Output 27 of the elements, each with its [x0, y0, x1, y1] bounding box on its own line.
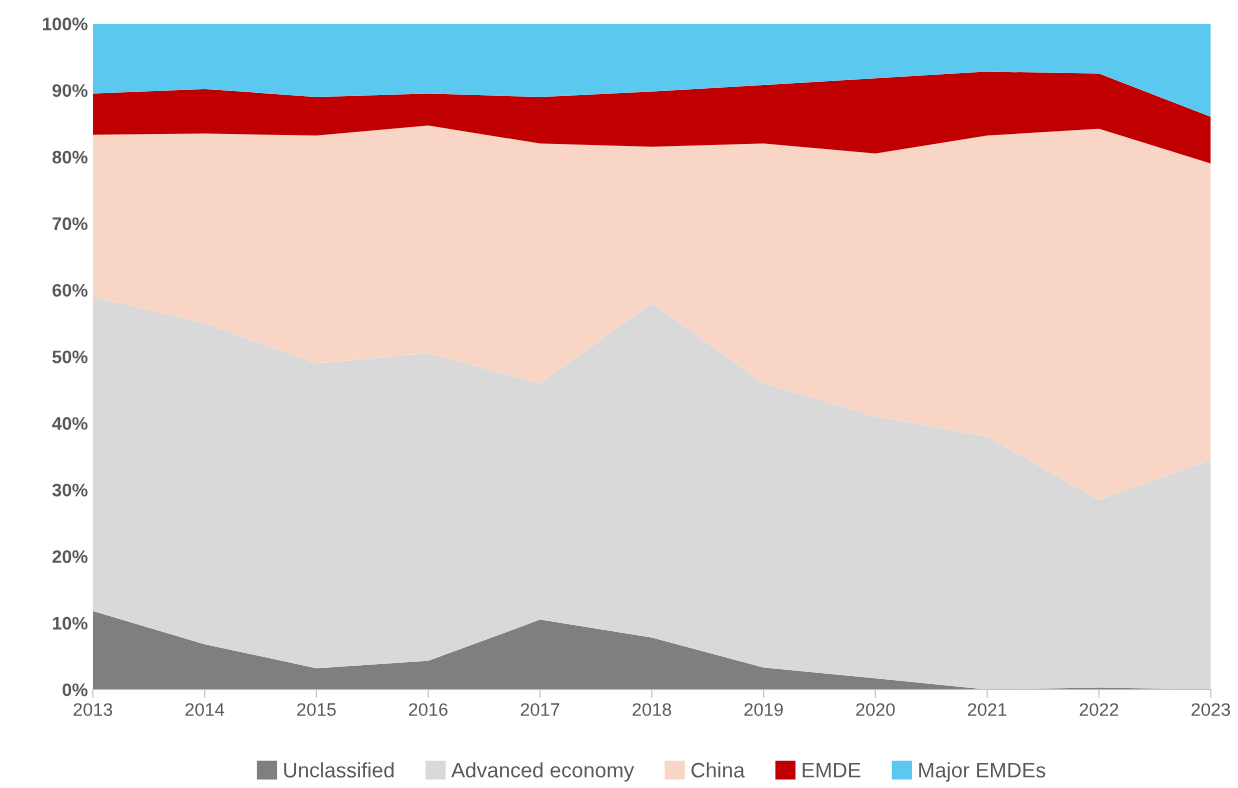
- x-tick-label: 2021: [968, 703, 1007, 716]
- x-tick-label: 2019: [744, 703, 783, 716]
- y-tick-label: 30%: [52, 483, 88, 497]
- x-tick-label: 2015: [297, 703, 336, 716]
- legend-label: Unclassified: [284, 762, 394, 778]
- x-tick-label: 2018: [632, 703, 672, 716]
- legend-label: Advanced economy: [451, 762, 635, 782]
- y-tick-label: 10%: [52, 616, 88, 630]
- y-tick-label: 50%: [52, 350, 88, 364]
- y-tick-label: 100%: [42, 17, 88, 31]
- x-tick-label: 2016: [409, 703, 448, 716]
- x-tick-label: 2013: [73, 703, 113, 716]
- y-tick-label: 0%: [62, 683, 88, 697]
- x-tick-label: 2020: [856, 703, 895, 716]
- x-tick-label: 2023: [1191, 703, 1231, 716]
- y-tick-label: 40%: [52, 417, 88, 430]
- legend-label: China: [691, 762, 745, 778]
- legend-label: EMDE: [802, 763, 861, 778]
- x-tick-label: 2017: [520, 703, 560, 716]
- y-tick-label: 80%: [52, 150, 88, 164]
- legend-label: Major EMDEs: [919, 762, 1046, 782]
- y-tick-label: 60%: [52, 283, 88, 297]
- y-tick-label: 90%: [52, 84, 88, 97]
- x-tick-label: 2014: [185, 703, 225, 716]
- y-tick-label: 70%: [52, 217, 88, 231]
- x-tick-label: 2022: [1079, 703, 1119, 716]
- y-tick-label: 20%: [52, 550, 88, 564]
